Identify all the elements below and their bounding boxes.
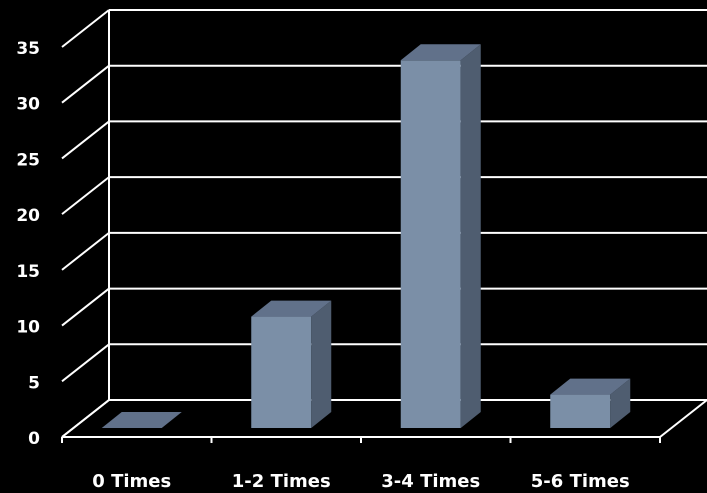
bar — [550, 378, 631, 428]
x-category-label: 1-2 Times — [232, 471, 331, 492]
x-category-label: 5-6 Times — [531, 471, 630, 492]
floor-right-edge — [659, 399, 707, 438]
x-category-label: 0 Times — [92, 471, 171, 492]
bar-front — [251, 316, 312, 428]
bar-top — [251, 300, 332, 317]
y-tick-label: 20 — [16, 206, 40, 226]
y-tick-label: 15 — [16, 262, 40, 282]
x-axis-category-labels: 0 Times 1-2 Times 3-4 Times 5-6 Times — [92, 471, 629, 492]
bar-top — [101, 412, 182, 428]
gridline-depth — [61, 9, 110, 48]
y-tick-label: 0 — [28, 429, 40, 449]
gridline-depth — [61, 287, 110, 327]
bar — [400, 44, 481, 429]
bars-layer — [101, 44, 631, 429]
bar-front — [400, 60, 461, 429]
axis-layer — [61, 10, 707, 443]
bar — [251, 300, 332, 428]
x-category-label: 3-4 Times — [381, 471, 480, 492]
gridline-depth — [61, 176, 110, 215]
gridline-depth — [61, 343, 110, 383]
bar — [101, 412, 182, 428]
grid-layer — [61, 9, 707, 438]
bar-top — [400, 44, 481, 61]
gridline-depth — [61, 64, 110, 104]
bar-front — [550, 394, 611, 428]
y-axis-tick-labels: 0 5 10 15 20 25 30 35 — [16, 39, 40, 449]
floor-left-edge — [61, 399, 110, 438]
y-tick-label: 35 — [16, 39, 40, 59]
bar-side — [610, 378, 631, 428]
y-tick-label: 5 — [28, 373, 40, 393]
y-tick-label: 25 — [16, 150, 40, 170]
bar-side — [311, 300, 332, 428]
gridline-depth — [61, 232, 110, 271]
gridline-depth — [61, 120, 110, 160]
bar-side — [460, 44, 481, 429]
bar-top — [550, 378, 631, 395]
y-tick-label: 30 — [16, 95, 40, 115]
y-tick-label: 10 — [16, 318, 40, 338]
